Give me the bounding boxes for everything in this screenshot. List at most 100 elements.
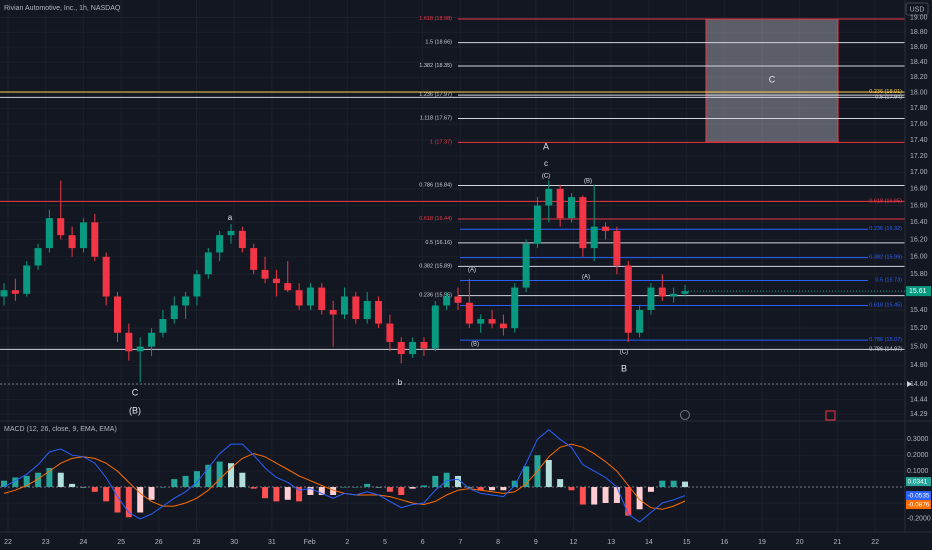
- currency[interactable]: USD: [910, 6, 925, 13]
- event-icon[interactable]: [680, 410, 690, 420]
- y-tick-label: 17.60: [910, 121, 928, 128]
- y-tick-label: 17.80: [910, 105, 928, 112]
- candle-body: [159, 319, 167, 333]
- chart-title: Rivian Automotive, Inc., 1h, NASDAQ: [4, 5, 121, 12]
- candle-body: [522, 243, 530, 288]
- fib-label: 1.118 (17.67): [420, 115, 452, 121]
- y-tick-label: 18.00: [910, 90, 928, 97]
- wave-label: (C): [542, 174, 550, 180]
- fib-label: 0.382 (15.99): [869, 255, 902, 261]
- fib-label: 0.236 (16.32): [869, 226, 902, 232]
- y-tick-label: 19.00: [910, 14, 928, 21]
- x-tick-label: 22: [871, 539, 879, 546]
- histogram-bar: [500, 487, 507, 491]
- wave-label: (B): [129, 405, 141, 415]
- histogram-bar: [330, 487, 337, 495]
- candle-body: [295, 290, 303, 306]
- x-tick-label: 6: [421, 539, 425, 546]
- y-tick-label: 16.00: [910, 254, 928, 261]
- x-tick-label: 22: [4, 539, 12, 546]
- wave-label: A: [543, 141, 549, 151]
- candle-body: [431, 305, 439, 349]
- last-price-tag: [906, 286, 931, 297]
- histogram-bar: [35, 472, 42, 488]
- candle-body: [420, 341, 428, 349]
- x-tick-label: 13: [607, 539, 615, 546]
- candle-body: [568, 197, 575, 219]
- candle-body: [329, 309, 337, 315]
- candle-body: [386, 323, 394, 342]
- value-tag-label: -0.0876: [908, 501, 930, 508]
- candle-body: [375, 300, 383, 324]
- candle-body: [647, 287, 655, 310]
- candle-body: [636, 309, 644, 333]
- y-tick-label: 0.1000: [907, 468, 929, 475]
- histogram-bar: [443, 472, 450, 488]
- histogram-bar: [103, 487, 110, 502]
- fib-label: 0.5 (17.94): [875, 94, 902, 100]
- value-tag: [906, 477, 931, 487]
- histogram-bar: [568, 487, 575, 491]
- fib-label: 0.236 (18.01): [869, 89, 902, 95]
- histogram-bar: [477, 487, 484, 491]
- y-tick-label: 18.20: [910, 74, 928, 81]
- candle-body: [681, 291, 689, 294]
- earnings-icon[interactable]: [825, 410, 836, 421]
- grid: [0, 0, 905, 532]
- currency-box[interactable]: [905, 2, 929, 16]
- histogram-bar: [239, 472, 246, 488]
- candle-body: [238, 230, 246, 249]
- histogram-bar: [591, 487, 598, 505]
- candle-body: [91, 222, 99, 257]
- candle-body: [670, 293, 678, 297]
- candle-body: [272, 278, 280, 284]
- candle-body: [590, 226, 598, 249]
- x-tick-label: 19: [758, 539, 766, 546]
- histogram-bar: [125, 487, 132, 518]
- histogram-bar: [647, 487, 654, 492]
- candle-body: [68, 235, 76, 249]
- candles: [0, 180, 689, 383]
- candle-body: [318, 287, 326, 310]
- y-tick-label: 14.60: [910, 381, 928, 388]
- histogram-bar: [12, 477, 19, 488]
- wave-label: (B): [584, 179, 592, 185]
- histogram-bar: [182, 475, 189, 488]
- histogram-bar: [511, 480, 518, 488]
- candle-body: [363, 300, 371, 320]
- fib-label: 0.618 (16.44): [419, 216, 452, 222]
- value-tag-label: -0.0535: [908, 492, 930, 499]
- x-tick-label: 2: [345, 539, 349, 546]
- y-tick-label: 17.40: [910, 137, 928, 144]
- candle-body: [443, 296, 451, 306]
- histogram-bar: [489, 487, 496, 491]
- x-tick-label: 25: [117, 539, 125, 546]
- histogram-bar: [137, 487, 144, 513]
- wave-label: (B): [471, 342, 479, 348]
- candle-body: [511, 287, 519, 329]
- y-tick-label: -0.2000: [907, 516, 931, 523]
- candle-body: [114, 296, 121, 333]
- fib-label: 1.236 (17.97): [419, 92, 452, 98]
- histogram-bar: [23, 475, 30, 488]
- histogram-bar: [364, 483, 371, 488]
- candle-body: [45, 218, 53, 249]
- histogram-bar: [682, 481, 688, 488]
- candle-body: [602, 226, 610, 231]
- histogram-bar: [148, 487, 155, 500]
- histogram-bar: [579, 487, 586, 505]
- histogram-bar: [228, 463, 234, 488]
- wave-label: (A): [582, 275, 590, 281]
- candle-body: [397, 341, 405, 355]
- candle-body: [79, 222, 87, 249]
- histogram-bar: [57, 472, 64, 488]
- fib-label: 0.236 (15.56): [419, 293, 452, 299]
- y-tick-label: 15.80: [910, 271, 928, 278]
- y-tick-label: 14.80: [910, 362, 928, 369]
- candle-body: [477, 319, 485, 324]
- y-tick-label: 18.60: [910, 44, 928, 51]
- candle-body: [306, 287, 314, 306]
- histogram-bar: [250, 487, 257, 489]
- histogram-bar: [670, 480, 677, 488]
- y-tick-label: 18.80: [910, 29, 928, 36]
